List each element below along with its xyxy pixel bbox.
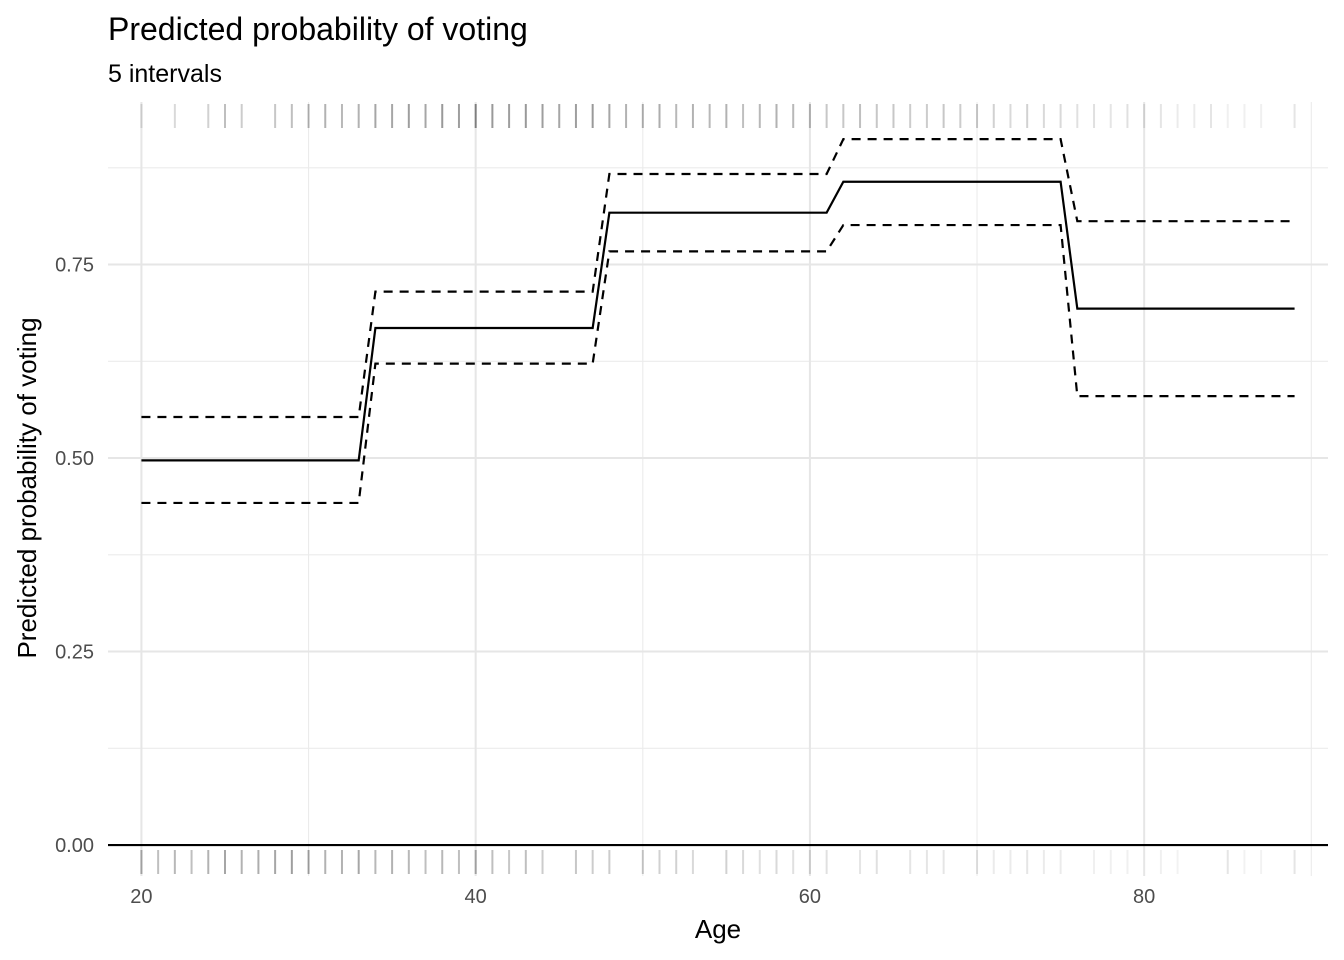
rug-bottom <box>140 850 1296 874</box>
series-lines <box>141 138 1295 505</box>
estimate-line <box>141 180 1295 462</box>
minor-gridlines <box>108 102 1328 876</box>
y-tick-label: 0.25 <box>55 642 94 664</box>
x-tick-label: 60 <box>799 886 821 908</box>
chart-title: Predicted probability of voting <box>108 11 528 47</box>
y-axis-ticks: 0.00 0.25 0.50 0.75 <box>55 255 94 857</box>
y-tick-label: 0.75 <box>55 255 94 277</box>
y-axis-title: Predicted probability of voting <box>12 317 42 658</box>
x-tick-label: 80 <box>1133 886 1155 908</box>
x-axis-ticks: 20 40 60 80 <box>130 886 1155 908</box>
lower-ci-line <box>141 223 1295 505</box>
upper-ci-line <box>141 138 1295 419</box>
y-tick-label: 0.00 <box>55 835 94 857</box>
major-gridlines <box>108 102 1328 876</box>
x-axis-title: Age <box>695 914 741 944</box>
rug-top <box>140 104 1296 128</box>
x-tick-label: 40 <box>465 886 487 908</box>
chart-subtitle: 5 intervals <box>108 60 222 88</box>
y-tick-label: 0.50 <box>55 448 94 470</box>
x-tick-label: 20 <box>130 886 152 908</box>
